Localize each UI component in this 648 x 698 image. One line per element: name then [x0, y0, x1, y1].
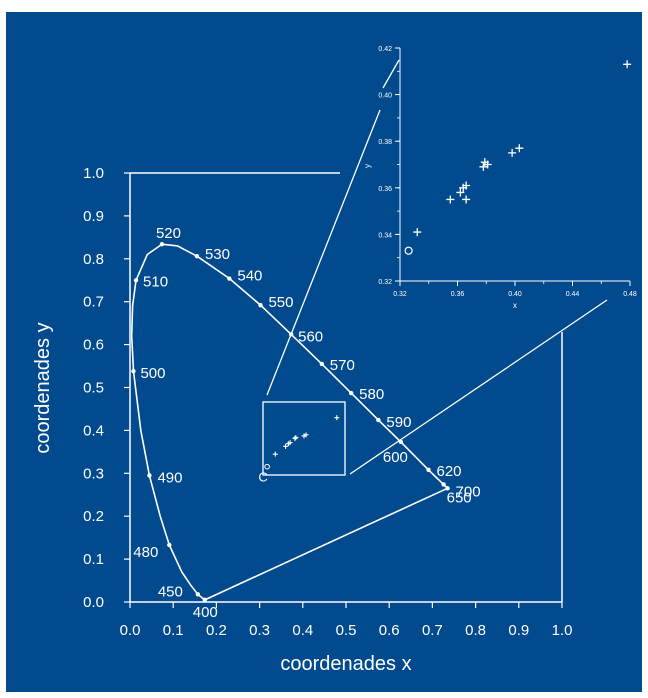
inset-sample-point — [483, 160, 492, 169]
sample-point — [292, 436, 298, 441]
inset-sample-point — [623, 60, 632, 69]
white-point-marker — [264, 463, 270, 470]
wavelength-label: 550 — [268, 294, 293, 311]
wavelength-label: 450 — [158, 583, 183, 600]
y-tick-label: 0.5 — [83, 380, 104, 397]
y-tick-label: 0.9 — [83, 208, 104, 225]
sample-point — [293, 434, 299, 440]
x-tick-label: 0.6 — [379, 622, 400, 639]
wavelength-marker — [194, 254, 200, 259]
chart-panel — [6, 12, 642, 692]
wavelength-marker — [133, 278, 139, 283]
x-tick-label: 0.8 — [465, 622, 486, 639]
white-point-label: C — [258, 470, 267, 485]
connector-line — [349, 299, 608, 475]
inset-white-point-marker — [404, 246, 413, 255]
wavelength-label: 480 — [133, 544, 158, 561]
y-tick-label: 0.3 — [83, 465, 104, 482]
x-tick-label: 0.5 — [336, 622, 357, 639]
wavelength-marker — [227, 276, 232, 281]
inset-y-axis-title: y — [363, 164, 372, 168]
wavelength-marker — [202, 597, 207, 603]
inset-sample-point — [462, 195, 471, 204]
wavelength-label: 540 — [237, 268, 262, 285]
wavelength-label: 570 — [330, 357, 355, 374]
inset-sample-point — [462, 181, 471, 190]
inset-x-tick-label: 0.36 — [451, 291, 465, 298]
wavelength-label: 700 — [456, 483, 481, 500]
wavelength-label: 520 — [156, 225, 181, 242]
y-tick-label: 0.2 — [83, 508, 104, 525]
inset-y-tick-label: 0.40 — [378, 93, 392, 100]
inset-y-tick-label: 0.34 — [378, 232, 392, 239]
inset-y-tick-label: 0.42 — [378, 46, 392, 53]
y-tick-label: 0.0 — [83, 594, 104, 611]
sample-point — [283, 443, 289, 449]
wavelength-marker — [147, 473, 152, 478]
wavelength-marker — [426, 467, 431, 473]
wavelength-marker — [159, 242, 165, 247]
inset-x-tick-label: 0.32 — [393, 291, 407, 298]
sample-point — [287, 440, 293, 446]
inset-x-axis-title: x — [513, 301, 517, 310]
wavelength-label: 530 — [205, 246, 230, 263]
wavelength-label: 500 — [140, 365, 165, 382]
wavelength-label: 400 — [193, 604, 218, 621]
wavelength-marker — [348, 390, 354, 396]
y-tick-label: 1.0 — [83, 165, 104, 182]
wavelength-marker — [319, 361, 325, 367]
sample-point — [272, 451, 278, 457]
wavelength-marker — [131, 368, 136, 374]
x-tick-label: 0.0 — [120, 622, 141, 639]
wavelength-label: 490 — [157, 469, 182, 486]
x-tick-label: 0.1 — [163, 622, 184, 639]
wavelength-marker — [195, 592, 201, 597]
wavelength-marker — [376, 417, 381, 423]
y-tick-label: 0.8 — [83, 251, 104, 268]
sample-point — [334, 415, 340, 421]
inset-x-tick-label: 0.44 — [566, 291, 580, 298]
inset-sample-point — [456, 188, 465, 197]
inset-sample-point — [479, 162, 488, 171]
x-tick-label: 0.2 — [206, 622, 227, 639]
y-tick-label: 0.6 — [83, 337, 104, 354]
inset-x-tick-label: 0.40 — [508, 291, 522, 298]
wavelength-label: 590 — [386, 414, 411, 431]
x-tick-label: 0.4 — [292, 622, 313, 639]
wavelength-marker — [441, 482, 446, 487]
inset-x-tick-label: 0.48 — [623, 291, 637, 298]
inset-sample-point — [508, 148, 517, 157]
inset-y-tick-label: 0.32 — [378, 279, 392, 286]
wavelength-marker — [167, 542, 172, 548]
inset-sample-point — [446, 195, 455, 204]
connector-line — [266, 109, 381, 396]
sample-point — [303, 432, 309, 438]
y-axis-title: coordenades y — [32, 322, 54, 453]
inset-sample-point — [515, 144, 524, 153]
wavelength-marker — [258, 302, 263, 308]
wavelength-label: 600 — [383, 449, 408, 466]
x-axis-title: coordenades x — [280, 653, 411, 675]
inset-y-tick-label: 0.38 — [378, 139, 392, 146]
inset-y-tick-label: 0.36 — [378, 186, 392, 193]
inset-sample-point — [413, 228, 422, 237]
wavelength-label: 620 — [437, 463, 462, 480]
wavelength-label: 650 — [447, 489, 472, 506]
wavelength-label: 510 — [143, 273, 168, 290]
x-tick-label: 0.9 — [508, 622, 529, 639]
x-tick-label: 0.7 — [422, 622, 443, 639]
y-tick-label: 0.1 — [83, 551, 104, 568]
connector-line — [382, 59, 400, 89]
y-tick-label: 0.4 — [83, 422, 104, 439]
wavelength-label: 580 — [359, 386, 384, 403]
x-tick-label: 0.3 — [249, 622, 270, 639]
x-tick-label: 1.0 — [552, 622, 573, 639]
wavelength-marker — [445, 486, 450, 491]
wavelength-label: 560 — [298, 328, 323, 345]
y-tick-label: 0.7 — [83, 294, 104, 311]
zoom-box — [262, 401, 346, 476]
